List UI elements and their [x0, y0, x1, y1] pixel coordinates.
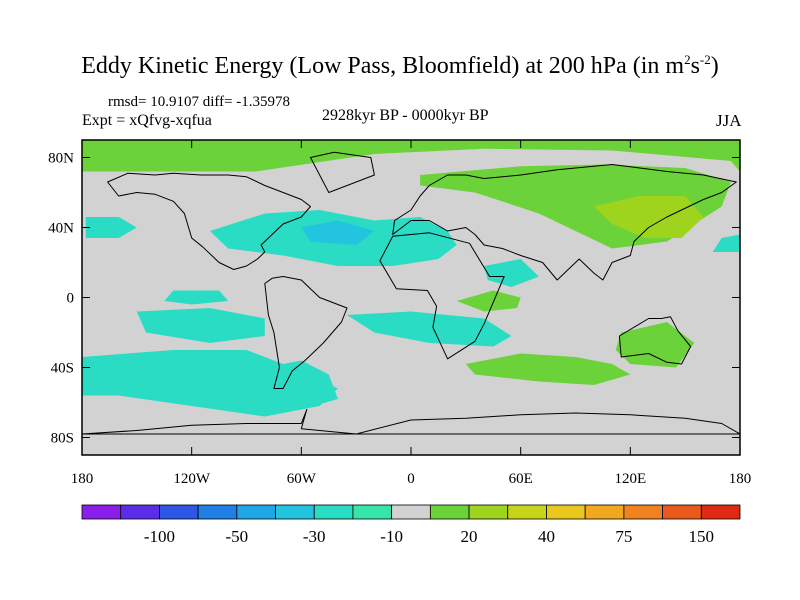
colorbar-swatch — [159, 504, 199, 520]
colorbar-label: -50 — [225, 527, 248, 546]
region-north-atlantic-core — [301, 220, 375, 245]
region-indian-ocean-positive — [465, 353, 631, 385]
region-east-pacific-negative — [712, 234, 740, 252]
x-tick-label: 180 — [729, 471, 752, 487]
coastline-antarctica — [82, 409, 740, 435]
colorbar-swatch — [429, 504, 470, 520]
title-close-paren: ) — [710, 53, 719, 79]
coastline-south-america — [264, 276, 348, 389]
region-north-pacific-negative — [85, 217, 137, 238]
stats-text: rmsd= 10.9107 diff= -1.35978 — [108, 94, 291, 110]
y-tick-label: 40S — [51, 361, 74, 377]
season-text: JJA — [716, 111, 742, 130]
colorbar-label: -100 — [144, 527, 175, 546]
title-unit-s: s — [690, 53, 700, 79]
x-tick-label: 180 — [71, 471, 94, 487]
title-superscript-1: 2 — [684, 52, 691, 67]
colorbar-swatch — [81, 504, 122, 520]
colorbar-label: 40 — [538, 527, 555, 546]
colorbar-swatch — [468, 504, 509, 520]
colorbar-swatch — [507, 504, 547, 520]
colorbar-label: -10 — [380, 527, 403, 546]
title-text: Eddy Kinetic Energy (Low Pass, Bloomfiel… — [81, 53, 685, 79]
colorbar-swatch — [120, 504, 160, 520]
colorbar-swatch — [700, 504, 741, 520]
colorbar-swatch — [546, 504, 586, 520]
x-tick-label: 60E — [509, 471, 533, 487]
y-tick-label: 80S — [51, 431, 74, 447]
colorbar: -100 -50 -30 -10 20 40 75 150 — [81, 504, 741, 546]
experiment-text: Expt = xQfvg-xqfua — [82, 112, 212, 129]
region-arctic-positive — [82, 140, 740, 172]
period-text: 2928kyr BP - 0000kyr BP — [322, 107, 489, 124]
colorbar-swatch — [236, 504, 276, 520]
region-east-asia-strong-positive — [593, 196, 704, 238]
colorbar-swatch — [313, 504, 354, 520]
title-superscript-2: -2 — [699, 52, 711, 67]
y-tick-label: 40N — [48, 221, 74, 237]
field-regions — [82, 140, 740, 417]
x-tick-label: 120W — [173, 471, 211, 487]
colorbar-label: 20 — [461, 527, 478, 546]
coastline-australia — [618, 316, 692, 365]
x-tick-label: 0 — [407, 471, 415, 487]
coastlines — [82, 151, 740, 435]
region-south-atlantic-negative — [347, 311, 512, 347]
region-indian-ocean-negative — [484, 259, 539, 287]
x-axis: 180 120W 60W 0 60E 120E 180 — [71, 140, 752, 487]
coastline-europe-asia — [392, 164, 737, 281]
coastline-north-america — [107, 172, 311, 270]
colorbar-swatch — [623, 504, 663, 520]
y-tick-label: 0 — [67, 291, 75, 307]
colorbar-swatch — [197, 504, 238, 520]
x-tick-label: 60W — [287, 471, 317, 487]
coastline-africa — [379, 232, 505, 360]
colorbar-swatch — [352, 504, 393, 520]
colorbar-swatch — [584, 504, 625, 520]
y-tick-label: 80N — [48, 151, 74, 167]
colorbar-label: 150 — [689, 527, 715, 546]
colorbar-label: -30 — [303, 527, 326, 546]
region-equatorial-pacific-negative — [164, 290, 229, 305]
colorbar-label: 75 — [615, 527, 632, 546]
y-axis: 80N 40N 0 40S 80S — [48, 151, 740, 447]
region-australia-positive — [615, 322, 695, 368]
region-south-pacific-negative — [136, 308, 265, 343]
region-africa-positive — [456, 290, 521, 312]
colorbar-swatch — [662, 504, 702, 520]
region-south-america-negative — [264, 360, 338, 410]
colorbar-swatch — [275, 504, 315, 520]
x-tick-label: 120E — [614, 471, 646, 487]
coastline-greenland — [310, 151, 375, 193]
chart-title: Eddy Kinetic Energy (Low Pass, Bloomfiel… — [0, 52, 800, 80]
colorbar-swatch — [391, 504, 431, 520]
